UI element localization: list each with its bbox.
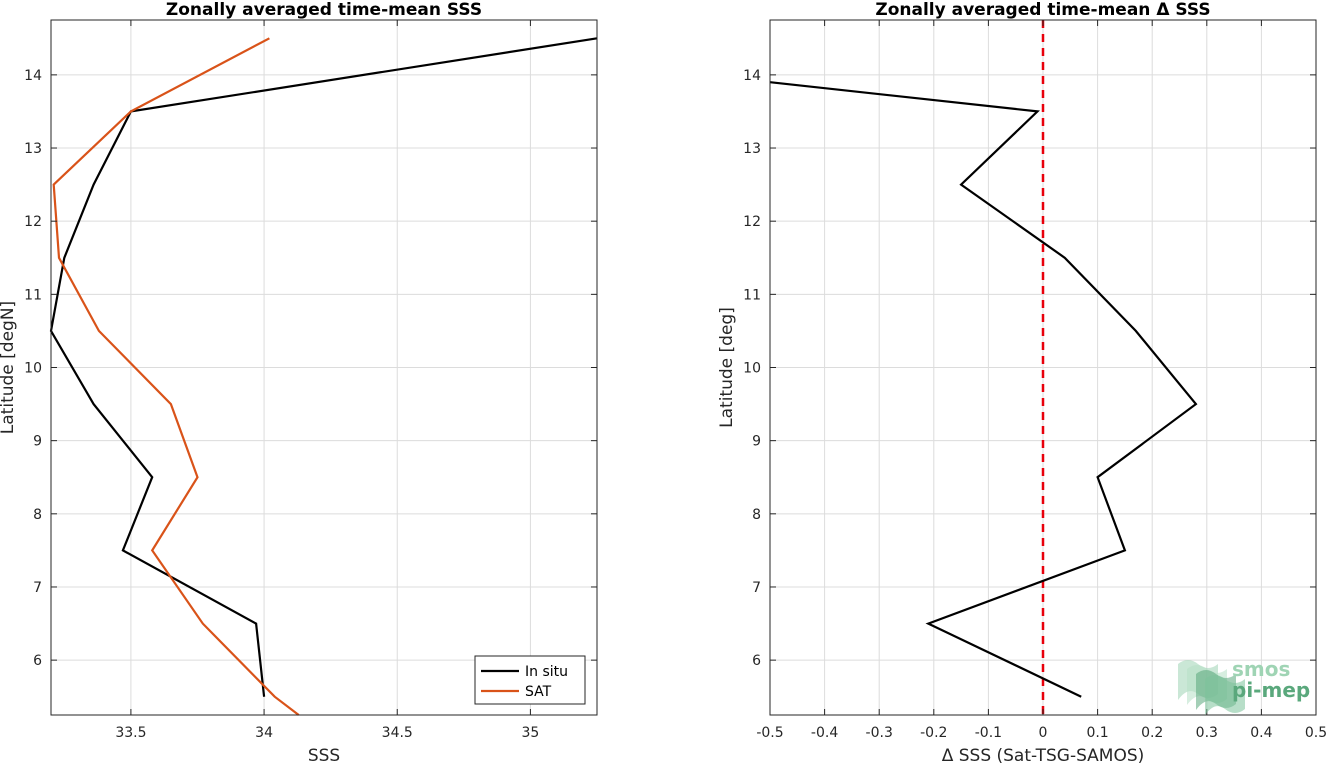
x-tick-label: 0.1	[1086, 725, 1108, 741]
x-tick-label: -0.1	[975, 725, 1002, 741]
y-tick-label: 7	[33, 580, 42, 596]
x-tick-label: 34.5	[382, 725, 413, 741]
x-tick-label: -0.4	[811, 725, 838, 741]
x-axis-label: Δ SSS (Sat-TSG-SAMOS)	[942, 746, 1145, 764]
y-tick-label: 10	[743, 361, 761, 377]
y-tick-label: 7	[752, 580, 761, 596]
x-axis-label: SSS	[308, 746, 340, 764]
x-tick-label: 0.2	[1141, 725, 1163, 741]
y-tick-label: 14	[743, 68, 761, 84]
x-tick-label: 0.3	[1196, 725, 1218, 741]
logo-text-line1: smos	[1232, 657, 1290, 681]
y-tick-label: 8	[752, 507, 761, 523]
y-tick-label: 6	[33, 653, 42, 669]
chart-title: Zonally averaged time-mean Δ SSS	[875, 0, 1210, 20]
y-tick-label: 11	[24, 287, 42, 303]
y-tick-label: 8	[33, 507, 42, 523]
series-line-sat	[52, 37, 300, 716]
y-tick-label: 11	[743, 287, 761, 303]
x-tick-label: 34	[255, 725, 273, 741]
y-tick-label: 6	[752, 653, 761, 669]
y-tick-label: 13	[743, 141, 761, 157]
legend: In situ SAT	[474, 655, 586, 705]
series-line-in-situ	[49, 37, 598, 697]
y-tick-label: 12	[24, 214, 42, 230]
legend-entry-label: SAT	[525, 684, 552, 700]
sss-panel: 33.5 34 34.5 35 6 7 8 9 10 11 12 13 14 Zonally averag…	[0, 0, 598, 764]
y-axis-label: Latitude [degN]	[0, 301, 18, 434]
y-tick-label: 12	[743, 214, 761, 230]
x-tick-label: 0.4	[1250, 725, 1272, 741]
y-tick-label: 9	[752, 434, 761, 450]
y-tick-label: 10	[24, 361, 42, 377]
chart-title: Zonally averaged time-mean SSS	[166, 0, 482, 20]
x-tick-label: 35	[522, 725, 540, 741]
logo-wave-icon	[1178, 660, 1245, 715]
logo-wave-layer	[1205, 675, 1245, 715]
x-tick-label: -0.3	[866, 725, 893, 741]
y-tick-label: 9	[33, 434, 42, 450]
series-line-0	[769, 81, 1198, 698]
x-tick-label: 0.5	[1305, 725, 1327, 741]
y-tick-label: 14	[24, 68, 42, 84]
x-tick-label: -0.5	[756, 725, 783, 741]
y-tick-label: 13	[24, 141, 42, 157]
x-tick-label: 33.5	[115, 725, 146, 741]
legend-box	[474, 655, 586, 705]
y-axis-label: Latitude [deg]	[717, 307, 737, 428]
x-tick-label: -0.2	[920, 725, 947, 741]
legend-entry-label: In situ	[525, 664, 568, 680]
logo-text-line2: pi-mep	[1232, 678, 1310, 702]
delta-sss-panel: -0.5 -0.4 -0.3 -0.2 -0.1 0 0.1 0.2 0.3 0.4 0.5 6 7 8 9…	[717, 0, 1327, 764]
smos-pi-mep-logo: smos pi-mep	[1178, 657, 1310, 715]
x-tick-label: 0	[1039, 725, 1048, 741]
